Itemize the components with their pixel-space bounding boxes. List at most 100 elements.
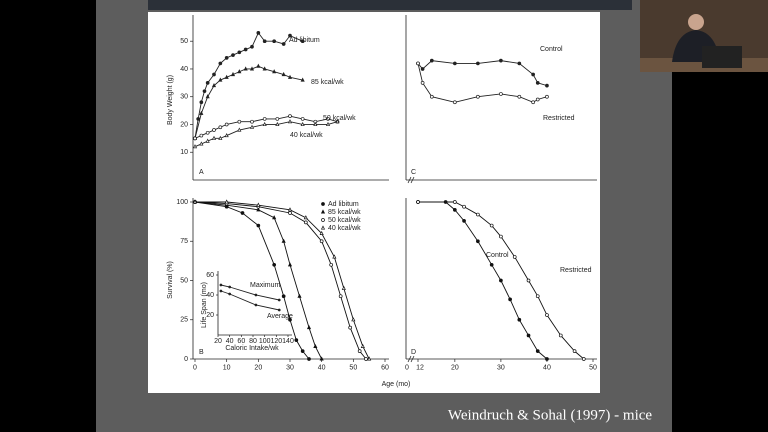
- data-point: [351, 317, 356, 322]
- data-point: [275, 117, 280, 121]
- data-point: [462, 218, 466, 223]
- data-point: [300, 121, 305, 127]
- data-point: [262, 39, 267, 44]
- x-tick-label: 100: [259, 338, 271, 345]
- data-point: [272, 69, 277, 74]
- y-tick-label: 50: [180, 277, 188, 284]
- data-point: [250, 44, 254, 49]
- laptop: [702, 46, 742, 68]
- series-line: [194, 201, 310, 360]
- data-point: [476, 94, 480, 99]
- series-label: Restricted: [560, 267, 592, 274]
- data-point: [275, 121, 280, 127]
- data-point: [545, 313, 549, 317]
- legend-label: 40 kcal/wk: [328, 225, 361, 232]
- series-line: [220, 284, 280, 301]
- data-point: [205, 94, 210, 99]
- data-point: [256, 207, 261, 212]
- data-point: [249, 124, 255, 129]
- series-label: Restricted: [543, 115, 575, 122]
- data-point: [281, 238, 286, 243]
- data-point: [288, 211, 292, 215]
- data-point: [512, 255, 517, 259]
- data-point: [545, 357, 549, 361]
- data-point: [228, 292, 232, 296]
- data-point: [288, 33, 292, 38]
- data-point: [303, 220, 308, 225]
- data-point: [303, 215, 308, 220]
- y-tick-label: 0: [184, 356, 188, 363]
- data-point: [287, 119, 293, 124]
- data-point: [211, 135, 217, 140]
- data-point: [300, 117, 305, 121]
- data-point: [462, 204, 466, 209]
- series-label: Maximum: [250, 282, 281, 289]
- data-point: [332, 254, 337, 259]
- data-point: [256, 63, 261, 68]
- legend-marker: [320, 225, 326, 230]
- data-point: [256, 223, 261, 228]
- data-point: [508, 297, 512, 302]
- series-line: [417, 60, 548, 87]
- data-point: [535, 294, 540, 299]
- data-point: [452, 100, 457, 105]
- data-point: [192, 144, 198, 149]
- data-point: [243, 66, 248, 71]
- axis-break: [407, 176, 412, 184]
- data-point: [526, 278, 531, 283]
- y-tick-label: 30: [180, 94, 188, 101]
- y-axis-label: Body Weight (g): [167, 75, 174, 125]
- data-point: [262, 66, 267, 71]
- y-tick-label: 20: [180, 121, 188, 128]
- data-point: [429, 58, 434, 63]
- data-point: [313, 343, 318, 348]
- x-tick-label: 40: [543, 364, 551, 371]
- axis-break: [410, 355, 415, 363]
- data-point: [297, 293, 302, 298]
- data-point: [224, 74, 229, 79]
- axis-break: [407, 355, 412, 363]
- data-point: [535, 349, 540, 353]
- y-tick-label: 20: [206, 312, 214, 319]
- data-point: [517, 317, 522, 322]
- data-point: [581, 357, 586, 361]
- data-point: [420, 80, 425, 85]
- x-tick-label: 50: [589, 364, 597, 371]
- data-point: [256, 202, 261, 207]
- data-point: [254, 303, 258, 307]
- data-point: [230, 71, 236, 77]
- data-point: [277, 308, 281, 312]
- data-point: [277, 298, 281, 302]
- data-point: [300, 77, 305, 82]
- legend-marker: [321, 202, 325, 206]
- x-tick-label: 0: [405, 364, 409, 371]
- x-tick-label: 40: [226, 338, 234, 345]
- data-point: [545, 83, 549, 88]
- series-label: Control: [540, 46, 563, 53]
- y-tick-label: 60: [206, 272, 214, 279]
- data-point: [429, 94, 434, 99]
- y-tick-label: 50: [180, 38, 188, 45]
- data-point: [240, 211, 245, 215]
- y-tick-label: 25: [180, 317, 188, 324]
- series-line: [220, 290, 280, 311]
- data-point: [535, 80, 540, 85]
- x-tick-label: 20: [214, 338, 222, 345]
- data-point: [531, 100, 535, 105]
- x-axis-label: Caloric Intake/wk: [225, 345, 279, 352]
- data-point: [272, 215, 277, 220]
- data-point: [288, 114, 292, 119]
- data-point: [364, 357, 368, 361]
- series-label: Average: [267, 313, 293, 320]
- data-point: [256, 31, 261, 35]
- data-point: [218, 77, 223, 82]
- data-point: [476, 239, 480, 244]
- data-point: [199, 133, 204, 138]
- data-point: [325, 121, 331, 127]
- data-point: [319, 356, 324, 361]
- data-point: [205, 138, 210, 143]
- x-tick-label: 120: [270, 338, 282, 345]
- x-tick-label: 0: [193, 364, 197, 371]
- data-point: [489, 223, 494, 228]
